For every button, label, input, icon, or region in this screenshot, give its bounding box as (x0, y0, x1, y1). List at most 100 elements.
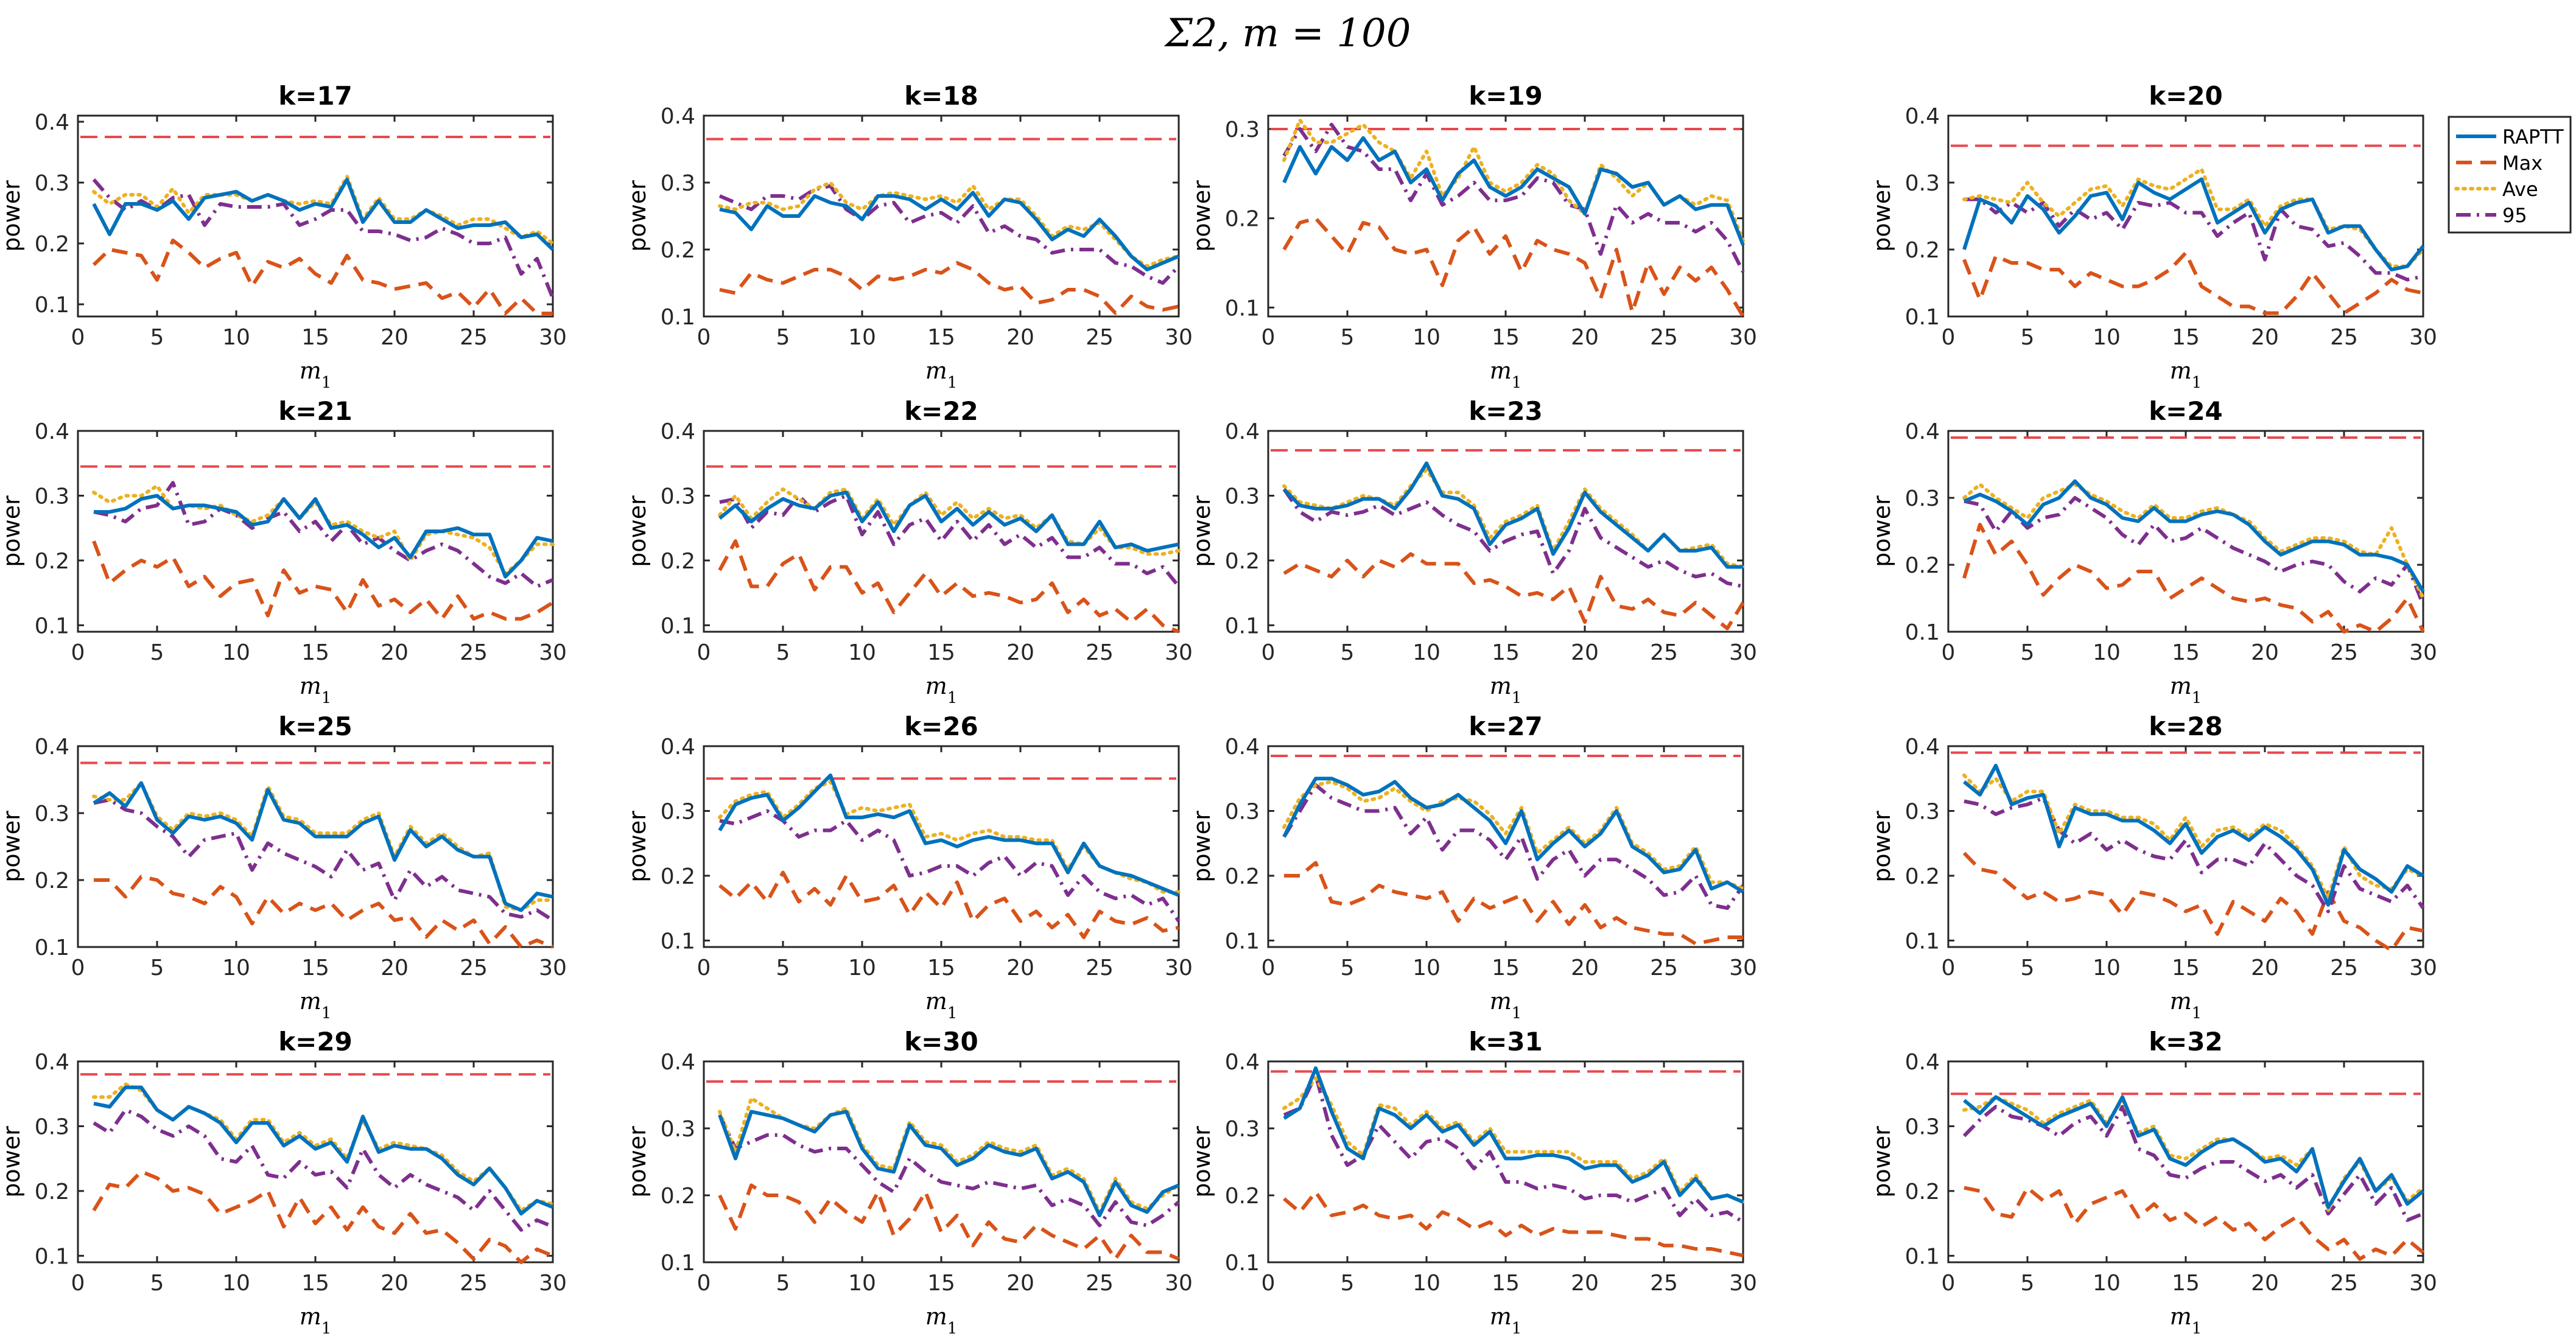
subplot-k-25: k=25 0 5 10 15 20 25 30 0.1 0.2 0.3 0.4 m1 power (0, 711, 567, 1022)
y-tick-label: 0.1 (661, 929, 695, 954)
x-tick-label: 25 (1086, 640, 1114, 665)
x-tick-label: 30 (539, 640, 567, 665)
subplot-k-23: k=23 0 5 10 15 20 25 30 0.1 0.2 0.3 0.4 m1 power (1188, 396, 1757, 707)
x-tick-label: 30 (539, 325, 567, 350)
axes-box (1947, 745, 2424, 948)
subplot-k-22: k=22 0 5 10 15 20 25 30 0.1 0.2 0.3 0.4 m1 power (624, 396, 1193, 707)
x-tick-label: 15 (301, 956, 329, 980)
y-tick-label: 0.2 (1905, 553, 1940, 578)
y-tick-label: 0.2 (661, 238, 695, 263)
y-tick-label: 0.3 (1905, 799, 1940, 824)
x-tick-label: 10 (1413, 325, 1441, 350)
x-axis-label-subscript: 1 (321, 374, 332, 392)
x-tick-label: 30 (1729, 1271, 1757, 1296)
x-tick-label: 10 (222, 325, 250, 350)
y-tick-label: 0.2 (35, 1179, 69, 1204)
series-line-ave (1962, 773, 2425, 901)
y-tick-label: 0.4 (1905, 419, 1940, 444)
series-line-ave (1282, 780, 1745, 891)
x-tick-label: 25 (1650, 325, 1678, 350)
x-tick-label: 15 (2172, 325, 2200, 350)
series-line-95 (93, 798, 554, 922)
subplot-k-27: k=27 0 5 10 15 20 25 30 0.1 0.2 0.3 0.4 m1 power (1188, 711, 1757, 1022)
y-tick-label: 0.1 (35, 1244, 69, 1269)
series-line-raptt (1282, 777, 1744, 894)
subplot-title: k=28 (2149, 711, 2223, 741)
y-axis-label: power (1188, 811, 1215, 882)
y-tick-label: 0.3 (35, 171, 69, 196)
y-tick-label: 0.3 (661, 1117, 695, 1142)
y-axis-label: power (0, 495, 25, 567)
series-line-95 (1282, 488, 1744, 589)
x-axis-label-subscript: 1 (1512, 1319, 1522, 1338)
series-line-raptt (1282, 461, 1743, 569)
x-tick-label: 10 (1413, 1271, 1441, 1296)
x-tick-label: 30 (539, 1271, 567, 1296)
x-tick-label: 25 (460, 640, 488, 665)
series-line-max (718, 539, 1180, 634)
series-line-95 (719, 809, 1181, 923)
series-line-max (1962, 851, 2424, 952)
y-tick-label: 0.3 (661, 484, 695, 509)
x-tick-label: 25 (1650, 956, 1678, 980)
series-line-raptt (1963, 1095, 2424, 1209)
x-axis-label: m1 (1490, 673, 1522, 707)
subplot-k-18: k=18 0 5 10 15 20 25 30 0.1 0.2 0.3 0.4 m1 power (624, 81, 1193, 392)
series-line-max (1964, 1186, 2424, 1261)
y-tick-label: 0.4 (35, 110, 69, 135)
x-axis-label-subscript: 1 (1512, 1004, 1522, 1022)
x-tick-label: 10 (1413, 640, 1441, 665)
x-tick-label: 5 (776, 640, 790, 665)
axes-box (1267, 114, 1744, 318)
series-line-max (1283, 552, 1745, 631)
x-tick-label: 0 (71, 640, 85, 665)
axes-box (77, 1060, 554, 1263)
x-axis-label-subscript: 1 (321, 1004, 332, 1022)
series-line-raptt (92, 178, 555, 251)
x-tick-label: 5 (2021, 956, 2035, 980)
series-line-max (1282, 216, 1745, 318)
x-tick-label: 20 (1571, 325, 1599, 350)
figure-title: Σ2, m = 100 (1165, 11, 1411, 56)
series-line-raptt (718, 773, 1180, 897)
y-tick-label: 0.2 (35, 232, 69, 257)
series-line-95 (1964, 796, 2425, 914)
x-tick-label: 0 (697, 1271, 711, 1296)
x-tick-label: 10 (848, 1271, 876, 1296)
x-axis-label: m1 (1490, 1303, 1522, 1338)
x-axis-label-subscript: 1 (947, 1004, 958, 1022)
x-tick-label: 5 (1341, 325, 1355, 350)
subplot-title: k=19 (1469, 81, 1543, 111)
y-tick-label: 0.3 (1905, 171, 1940, 196)
axes-box (1267, 1060, 1744, 1263)
series-line-raptt (93, 1085, 554, 1216)
series-line-95 (93, 1108, 554, 1232)
y-tick-label: 0.3 (1225, 117, 1260, 142)
y-tick-label: 0.2 (1225, 549, 1260, 574)
x-axis-label: m1 (2170, 1303, 2202, 1338)
x-tick-label: 15 (301, 325, 329, 350)
x-tick-label: 25 (1086, 1271, 1114, 1296)
x-tick-label: 25 (2330, 640, 2358, 665)
x-axis-label-subscript: 1 (947, 1319, 958, 1338)
subplot-k-19: k=19 0 5 10 15 20 25 30 0.1 0.2 0.3 m1 power (1188, 81, 1757, 392)
x-tick-label: 30 (2409, 325, 2437, 350)
series-line-raptt (1963, 479, 2425, 593)
x-axis-label: m1 (925, 988, 958, 1022)
subplot-title: k=23 (1469, 396, 1543, 426)
y-axis-label: power (0, 811, 25, 882)
subplot-title: k=27 (1469, 711, 1543, 741)
x-tick-label: 20 (1006, 640, 1034, 665)
series-line-raptt (719, 190, 1180, 271)
x-tick-label: 0 (1942, 956, 1956, 980)
series-line-max (718, 1183, 1180, 1261)
y-tick-label: 0.4 (661, 419, 695, 444)
y-tick-label: 0.2 (1905, 864, 1940, 889)
y-tick-label: 0.4 (661, 104, 695, 129)
series-line-95 (1282, 122, 1745, 273)
x-tick-label: 15 (301, 640, 329, 665)
subplot-title: k=32 (2149, 1027, 2223, 1057)
y-tick-label: 0.3 (661, 799, 695, 824)
x-tick-label: 15 (927, 1271, 955, 1296)
